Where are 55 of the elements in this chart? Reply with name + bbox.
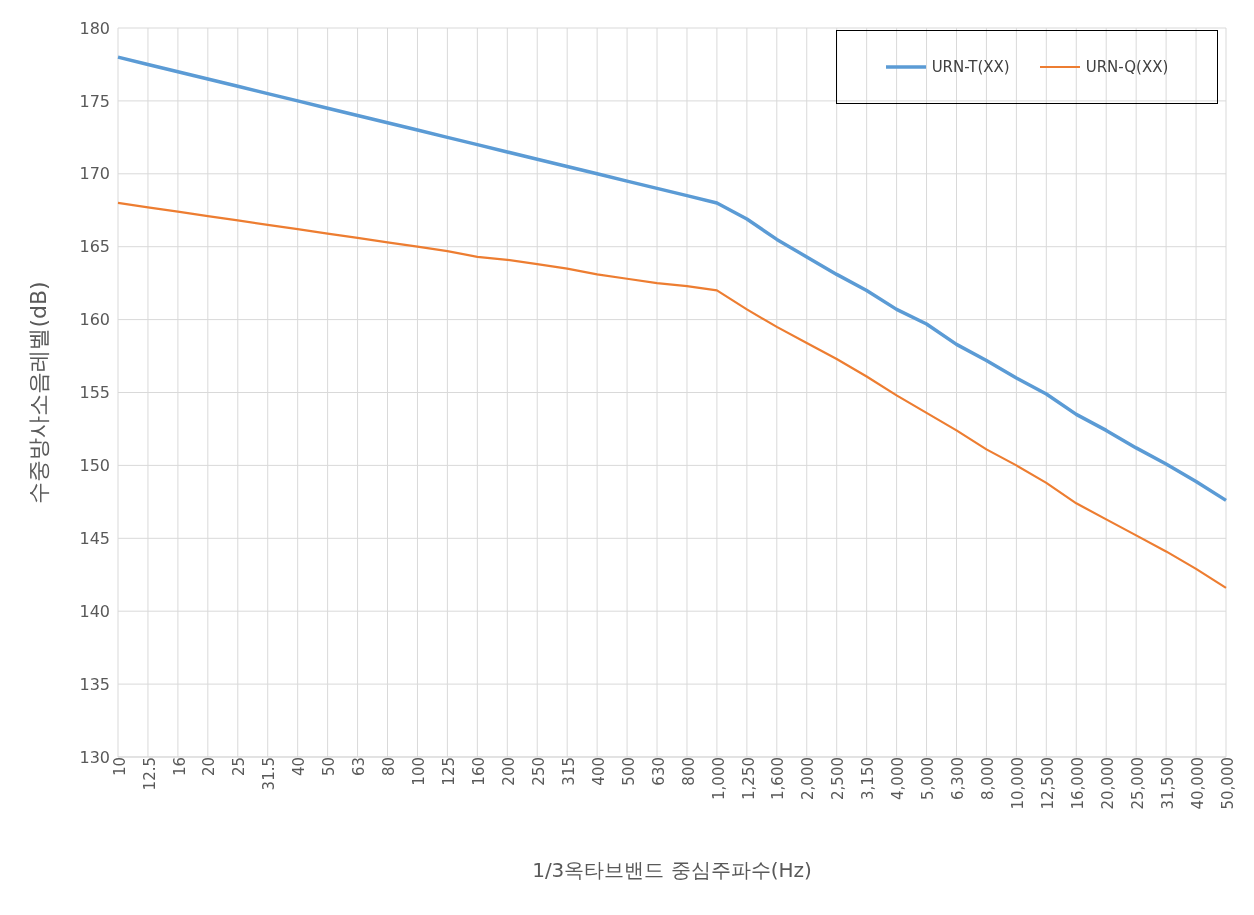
x-tick-label: 315 (559, 757, 578, 786)
x-tick-label: 6,300 (949, 757, 968, 800)
x-tick-label: 1,000 (709, 757, 728, 800)
y-tick-label: 135 (79, 674, 110, 694)
x-tick-label: 12,500 (1038, 757, 1057, 810)
x-tick-label: 50,000 (1218, 757, 1237, 810)
x-tick-label: 160 (470, 757, 488, 786)
x-tick-label: 400 (589, 757, 608, 786)
x-tick-label: 4,000 (889, 757, 908, 800)
x-tick-label: 31,500 (1158, 757, 1177, 810)
x-tick-label: 100 (410, 757, 429, 786)
x-tick-label: 2,500 (829, 757, 848, 800)
x-tick-label: 10 (110, 757, 129, 777)
x-tick-label: 2,000 (799, 757, 818, 800)
x-axis-title: 1/3옥타브밴드 중심주파수(Hz) (532, 858, 812, 882)
y-tick-label: 165 (79, 237, 110, 257)
x-tick-label: 31.5 (260, 757, 279, 791)
x-tick-label: 12.5 (140, 757, 159, 791)
x-tick-label: 630 (649, 757, 668, 786)
line-series (116, 201, 1228, 589)
x-tick-label: 5,000 (919, 757, 938, 800)
legend-label: URN-T(XX) (931, 58, 1010, 76)
x-tick-label: 80 (380, 757, 399, 777)
x-tick-label: 25 (230, 757, 249, 777)
y-axis-title: 수중방사소음레벨(dB) (25, 281, 51, 504)
x-tick-label: 40,000 (1188, 757, 1207, 810)
x-tick-label: 1,600 (769, 757, 788, 800)
y-tick-label: 180 (79, 18, 110, 38)
x-tick-label: 16 (170, 757, 189, 777)
x-tick-label: 3,150 (859, 757, 878, 800)
x-tick-label: 500 (619, 757, 638, 786)
y-tick-label: 155 (79, 383, 110, 403)
x-tick-label: 800 (679, 757, 698, 786)
y-tick-label: 170 (79, 164, 110, 184)
x-tick-label: 1,250 (739, 757, 758, 800)
x-tick-label: 25,000 (1128, 757, 1147, 810)
x-tick-label: 16,000 (1068, 757, 1087, 810)
y-tick-label: 145 (79, 528, 110, 548)
x-tick-label: 40 (290, 757, 309, 777)
x-tick-label: 63 (350, 757, 369, 777)
y-tick-label: 175 (79, 91, 110, 111)
x-tick-label: 250 (529, 757, 548, 786)
x-tick-label: 200 (499, 757, 518, 786)
x-tick-label: 8,000 (979, 757, 998, 800)
legend-label: URN-Q(XX) (1085, 58, 1169, 76)
x-tick-label: 20,000 (1098, 757, 1117, 810)
x-tick-label: 50 (320, 757, 339, 777)
x-tick-label: 20 (200, 757, 219, 777)
line-series (116, 55, 1228, 503)
y-tick-label: 140 (79, 601, 110, 621)
y-tick-label: 150 (79, 456, 110, 476)
x-tick-label: 125 (440, 757, 459, 786)
y-tick-label: 130 (79, 747, 110, 767)
y-tick-label: 160 (79, 310, 110, 330)
x-tick-label: 10,000 (1009, 757, 1028, 810)
